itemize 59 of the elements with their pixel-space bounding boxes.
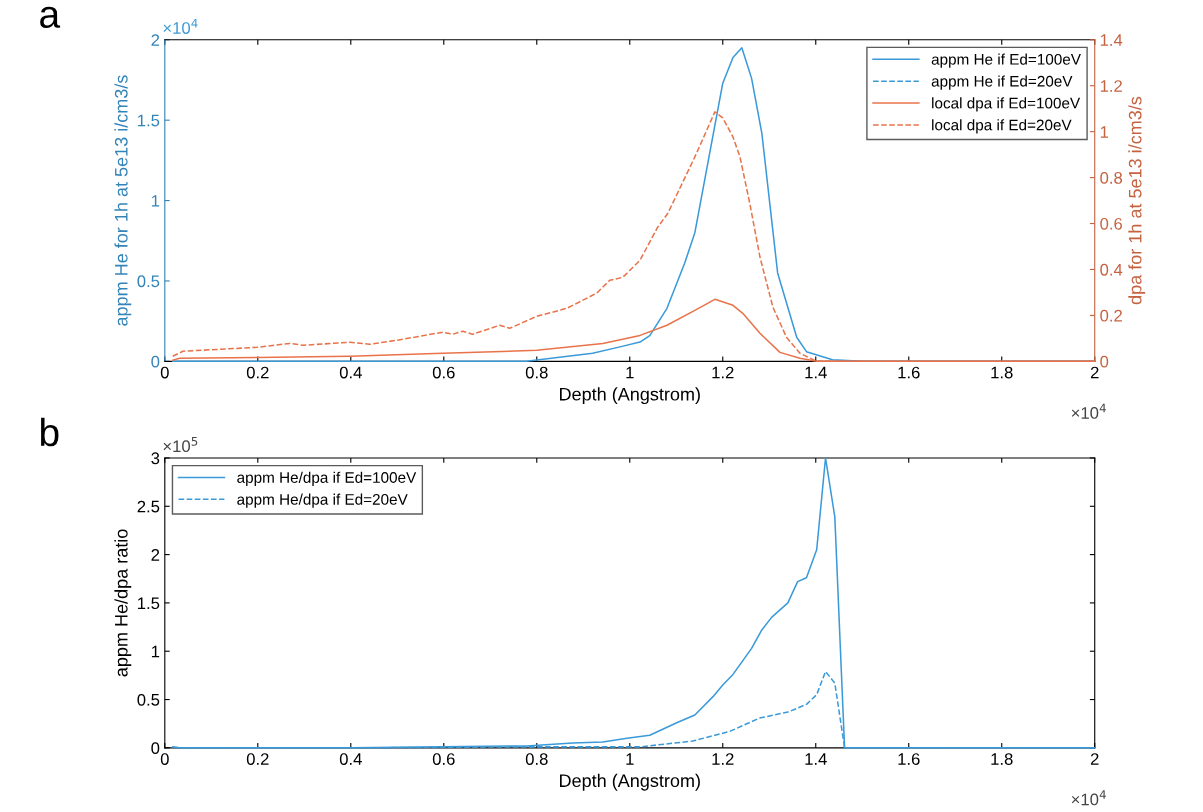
y-tick-label: 3 bbox=[151, 452, 160, 465]
y2-tick-label: 0.2 bbox=[1100, 309, 1122, 322]
x-tick-label: 1.4 bbox=[805, 753, 827, 765]
x-tick-label: 0.2 bbox=[246, 366, 269, 379]
y-tick-label: 0 bbox=[151, 742, 160, 755]
x-tick-label: 0 bbox=[160, 753, 169, 765]
legend-label: appm He if Ed=20eV bbox=[931, 75, 1073, 90]
y2-tick-label: 1 bbox=[1100, 126, 1109, 138]
y2-axis-title: dpa for 1h at 5e13 i/cm3/s bbox=[1128, 96, 1146, 305]
x-tick-label: 1.2 bbox=[712, 366, 734, 379]
text: ×10$^{5}$ bbox=[163, 437, 198, 453]
y-tick-label: 1 bbox=[151, 195, 160, 207]
y2-tick-label: 0.4 bbox=[1100, 263, 1123, 276]
x-tick-label: 1.8 bbox=[991, 753, 1013, 765]
y2-tick-label: 0.6 bbox=[1100, 217, 1123, 230]
legend-label: local dpa if Ed=20eV bbox=[932, 119, 1072, 134]
x-tick-label: 1.2 bbox=[712, 753, 734, 765]
text: a bbox=[40, 6, 61, 29]
text: ×10$^{4}$ bbox=[163, 18, 198, 34]
y2-tick-label: 1.2 bbox=[1100, 80, 1122, 92]
x-tick-label: 2 bbox=[1090, 753, 1099, 765]
y-tick-label: 2 bbox=[151, 549, 160, 561]
y-tick-label: 2 bbox=[151, 34, 160, 46]
legend-label: appm He if Ed=100eV bbox=[931, 53, 1081, 68]
y-tick-label: 0 bbox=[151, 355, 160, 368]
x-tick-label: 0.4 bbox=[339, 366, 362, 379]
y-axis-title: appm He/dpa ratio bbox=[114, 529, 132, 677]
x-tick-label: 1 bbox=[626, 753, 634, 765]
x-tick-label: 0.6 bbox=[432, 366, 455, 379]
x-tick-label: 0.4 bbox=[339, 753, 362, 765]
x-tick-label: 0.8 bbox=[525, 366, 548, 379]
x-tick-label: 0.8 bbox=[525, 753, 548, 765]
y-tick-label: 2.5 bbox=[137, 500, 160, 513]
x-axis-title: Depth (Angstrom) bbox=[560, 387, 700, 405]
x-tick-label: 1.6 bbox=[898, 366, 920, 379]
x-tick-label: 1.4 bbox=[805, 366, 827, 379]
x-tick-label: 1.6 bbox=[898, 753, 920, 765]
y2-tick-label: 0.8 bbox=[1100, 172, 1123, 184]
x-tick-label: 1 bbox=[626, 366, 634, 379]
y-tick-label: 1 bbox=[151, 645, 160, 658]
legend-label: local dpa if Ed=100eV bbox=[932, 97, 1081, 112]
legend-label: appm He/dpa if Ed=20eV bbox=[237, 493, 408, 508]
text: ×10$^{4}$ bbox=[1071, 790, 1106, 806]
x-tick-label: 0.2 bbox=[246, 753, 269, 765]
y-tick-label: 0.5 bbox=[137, 275, 160, 288]
y-tick-label: 1.5 bbox=[138, 114, 160, 127]
text: b bbox=[41, 417, 59, 447]
y2-tick-label: 1.4 bbox=[1100, 34, 1123, 46]
text: ×10$^{4}$ bbox=[1071, 403, 1106, 419]
x-axis-title: Depth (Angstrom) bbox=[560, 773, 700, 791]
x-tick-label: 0 bbox=[160, 366, 169, 379]
y-tick-label: 1.5 bbox=[138, 597, 160, 610]
legend-label: appm He/dpa if Ed=100eV bbox=[237, 471, 417, 486]
x-tick-label: 2 bbox=[1090, 366, 1099, 379]
y-tick-label: 0.5 bbox=[137, 693, 160, 706]
y2-tick-label: 0 bbox=[1100, 355, 1109, 368]
y-axis-title: appm He for 1h at 5e13 i/cm3/s bbox=[114, 75, 132, 326]
x-tick-label: 0.6 bbox=[432, 753, 455, 765]
x-tick-label: 1.8 bbox=[991, 366, 1013, 379]
